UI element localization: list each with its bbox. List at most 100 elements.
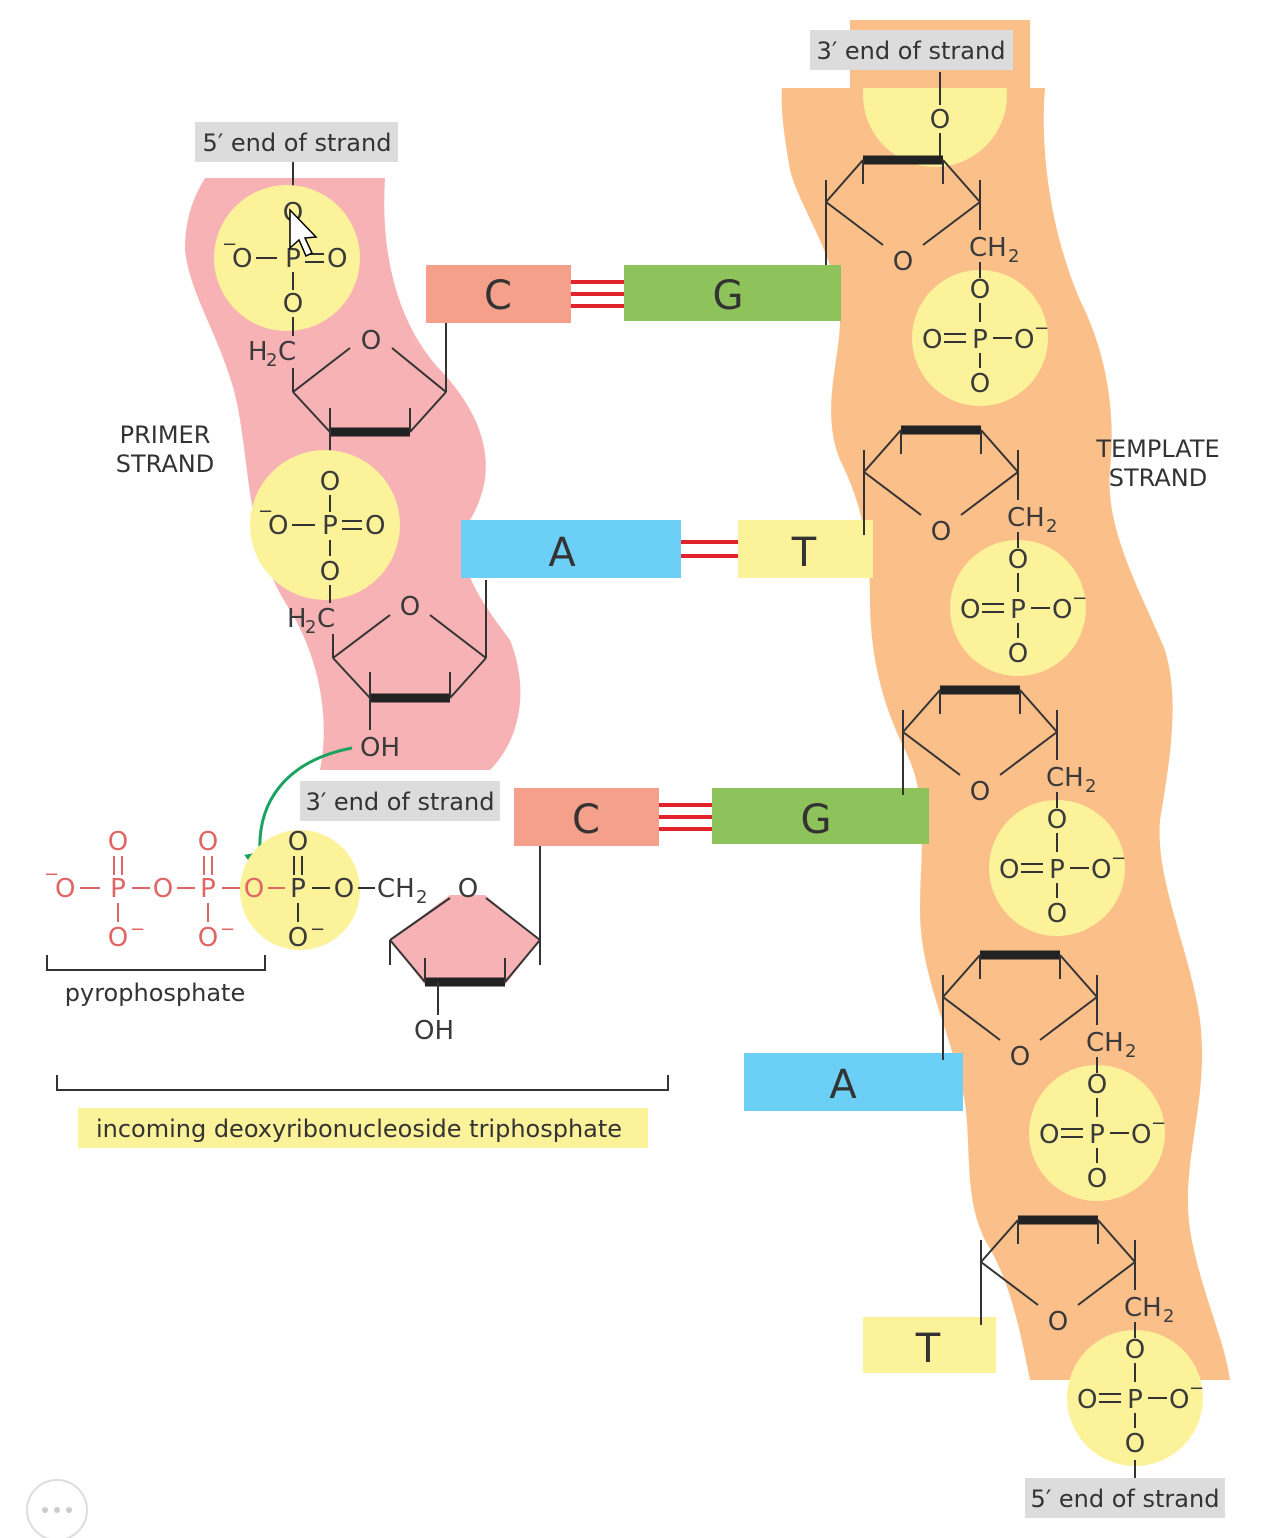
deoxyribose-sugar: [332, 580, 487, 730]
atom-p: P: [1010, 595, 1026, 625]
atom-p: P: [110, 874, 126, 904]
bond: [980, 1219, 1019, 1263]
base-c: [426, 265, 571, 323]
incoming-bracket: [56, 1075, 669, 1091]
atom-o: O: [244, 874, 264, 904]
base-a-letter: A: [829, 1062, 857, 1108]
atom-o: O: [930, 105, 950, 135]
phosphate-group: [912, 270, 1048, 406]
bond: [942, 996, 1001, 1041]
atom-o: O: [232, 244, 252, 274]
charge-minus: −: [130, 919, 145, 940]
atom-p: P: [285, 244, 301, 274]
primer-5-end-label: 5′ end of strand: [203, 129, 392, 157]
template-5-end-label: 5′ end of strand: [1031, 1485, 1220, 1513]
bond: [1077, 1261, 1136, 1306]
atom-p: P: [322, 511, 338, 541]
hydrogen-bonds: [571, 280, 624, 308]
bond: [980, 1261, 1039, 1306]
bond: [825, 159, 864, 203]
charge-minus: −: [1034, 318, 1049, 339]
ring-oxygen: O: [1048, 1307, 1068, 1337]
atom-o: O: [283, 289, 303, 319]
atom-o: O: [1125, 1429, 1145, 1459]
atom-p: P: [972, 325, 988, 355]
atom-ch: CH: [1086, 1028, 1124, 1058]
template-5-end-label-bg: [1025, 1478, 1225, 1518]
primer-5-end-label-bg: [195, 122, 398, 162]
charge-minus: −: [222, 234, 237, 255]
template-strand-background: [781, 88, 1230, 1380]
pyrophosphate-bracket: [46, 955, 266, 971]
atom-o: O: [1052, 595, 1072, 625]
charge-minus: −: [258, 501, 273, 522]
bond: [960, 471, 1019, 516]
template-strand-label-line2: STRAND: [1109, 464, 1207, 492]
atom-o: O: [268, 511, 288, 541]
atom-o: O: [1131, 1120, 1151, 1150]
base-g: [712, 788, 929, 844]
charge-minus: −: [1189, 1378, 1204, 1399]
subscript-2: 2: [1085, 776, 1096, 797]
atom-h: H: [248, 337, 268, 367]
subscript-2: 2: [1008, 246, 1019, 267]
charge-minus: −: [1151, 1113, 1166, 1134]
atom-ch: CH: [969, 233, 1007, 263]
subscript-2: 2: [1163, 1306, 1174, 1327]
mouse-cursor-icon: [289, 208, 318, 258]
bond: [999, 731, 1058, 776]
charge-minus: −: [44, 864, 59, 885]
base-c-letter: C: [484, 273, 512, 319]
atom-o: O: [108, 923, 128, 953]
atom-o: O: [334, 874, 354, 904]
base-c-letter: C: [572, 797, 600, 843]
dots-icon: [42, 1507, 72, 1513]
atom-o: O: [970, 369, 990, 399]
bond: [863, 429, 902, 473]
template-3-end-label: 3′ end of strand: [817, 37, 1006, 65]
hydroxyl-group: OH: [414, 1016, 454, 1046]
bond: [1097, 1219, 1136, 1263]
ring-oxygen: O: [931, 517, 951, 547]
ring-oxygen: O: [970, 777, 990, 807]
alpha-phosphate: [240, 830, 360, 950]
primer-3-end-label-bg: [300, 781, 500, 821]
phosphate-group: [1029, 1065, 1165, 1201]
atom-ch: CH: [1046, 763, 1084, 793]
atom-p: P: [1127, 1385, 1143, 1415]
ring-oxygen: O: [893, 247, 913, 277]
atom-o: O: [1008, 545, 1028, 575]
subscript-2: 2: [1125, 1041, 1136, 1062]
atom-ch: CH: [1124, 1293, 1162, 1323]
atom-o: O: [1091, 855, 1111, 885]
incoming-label-bg: [78, 1108, 648, 1148]
template-3-end-label-bg: [810, 30, 1013, 70]
bond: [1019, 689, 1058, 733]
atom-o: O: [1169, 1385, 1189, 1415]
bond: [902, 689, 941, 733]
atom-o: O: [327, 244, 347, 274]
phosphate-group: [1067, 1330, 1203, 1466]
base-g: [624, 265, 841, 321]
atom-o: O: [288, 827, 308, 857]
atom-o: O: [1125, 1335, 1145, 1365]
bond: [863, 471, 922, 516]
atom-o: O: [153, 874, 173, 904]
base-t-letter: T: [915, 1326, 941, 1372]
atom-c: C: [317, 604, 335, 634]
atom-ch: CH: [377, 874, 415, 904]
atom-o: O: [960, 595, 980, 625]
bond: [980, 429, 1019, 473]
bond: [942, 159, 981, 203]
bond: [1059, 954, 1098, 998]
charge-minus: −: [1111, 848, 1126, 869]
ring-oxygen: O: [458, 874, 478, 904]
atom-p: P: [1049, 855, 1065, 885]
atom-p: P: [290, 874, 306, 904]
base-t: [738, 520, 873, 578]
atom-o: O: [198, 923, 218, 953]
charge-minus: −: [1072, 588, 1087, 609]
phosphate-group: [989, 800, 1125, 936]
atom-o: O: [1014, 325, 1034, 355]
primer-3-end-label: 3′ end of strand: [306, 788, 495, 816]
